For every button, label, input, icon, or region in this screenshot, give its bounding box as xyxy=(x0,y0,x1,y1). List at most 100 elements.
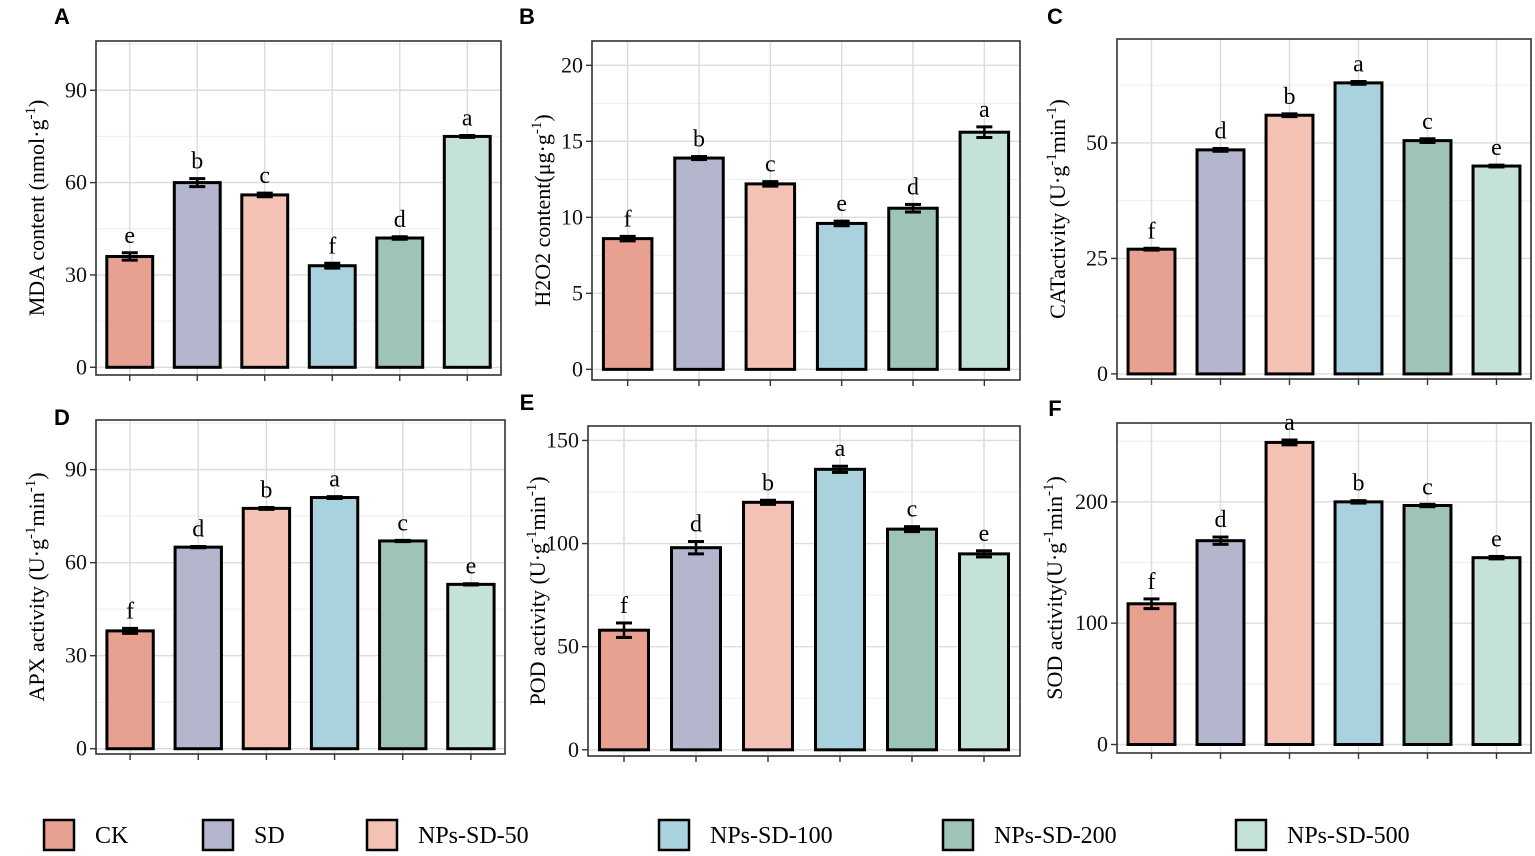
bar-SD xyxy=(670,546,722,752)
significance-letter: a xyxy=(835,436,846,462)
y-axis-label-text: APX activity (U·g xyxy=(24,539,49,702)
y-axis-label-text: min xyxy=(525,496,550,530)
bar-NPs-SD-500 xyxy=(958,130,1011,371)
y-axis-label-sup: -1 xyxy=(524,484,540,497)
significance-letter: d xyxy=(394,207,406,233)
significance-letter: b xyxy=(260,477,272,503)
significance-letter: b xyxy=(1353,471,1365,497)
y-tick-label: 0 xyxy=(76,354,87,379)
significance-letter: c xyxy=(907,497,918,523)
significance-letter: a xyxy=(329,467,340,493)
y-axis-label: SOD activity(U·g-1min-1) xyxy=(1041,476,1067,700)
significance-letter: c xyxy=(397,510,408,536)
bar-NPs-SD-200 xyxy=(375,236,425,369)
y-tick-label: 30 xyxy=(65,262,87,287)
y-tick-label: 100 xyxy=(546,531,579,556)
y-axis-label-text: MDA content (nmol·g xyxy=(24,120,49,317)
panel-border xyxy=(587,425,1021,757)
significance-letter: c xyxy=(1422,109,1433,135)
bar-NPs-SD-50 xyxy=(742,500,794,752)
legend-label: SD xyxy=(254,823,285,849)
y-tick-label: 90 xyxy=(65,457,87,482)
legend-label: NPs-SD-200 xyxy=(994,823,1117,849)
bar-NPs-SD-50 xyxy=(1264,113,1315,376)
significance-letter: d xyxy=(907,174,919,200)
bar-NPs-SD-100 xyxy=(815,221,868,371)
y-axis-label: H2O2 content(μg·g-1) xyxy=(529,114,555,306)
bar-NPs-SD-100 xyxy=(307,264,357,369)
significance-letter: e xyxy=(979,521,990,547)
panel-border xyxy=(95,419,506,755)
y-axis-label-sup: -1 xyxy=(1041,484,1057,497)
y-axis-label-sup: -1 xyxy=(23,527,39,540)
significance-letter: a xyxy=(1353,52,1364,78)
y-axis-label-sup: -1 xyxy=(23,107,39,120)
significance-letter: d xyxy=(690,512,702,538)
y-axis-label-text: min xyxy=(24,492,49,526)
y-axis-label-text: ) xyxy=(24,100,49,107)
bar-CK xyxy=(598,628,650,752)
bar-CK xyxy=(105,254,155,369)
y-axis-label-sup: -1 xyxy=(1041,530,1057,543)
bar-NPs-SD-50 xyxy=(744,182,797,371)
significance-letter: b xyxy=(191,149,203,175)
y-axis-label: APX activity (U·g-1min-1) xyxy=(23,472,49,701)
significance-letter: f xyxy=(126,598,134,624)
significance-letter: d xyxy=(192,517,204,543)
y-tick-label: 60 xyxy=(65,170,87,195)
y-axis-label: POD activity (U·g-1min-1) xyxy=(524,476,550,705)
panel-letter: C xyxy=(1047,4,1063,29)
y-axis-label-text: ) xyxy=(530,114,555,121)
significance-letter: c xyxy=(259,163,270,189)
bar-NPs-SD-100 xyxy=(1333,500,1384,747)
significance-letter: f xyxy=(1148,218,1156,244)
y-tick-label: 10 xyxy=(561,204,583,229)
bar-CK xyxy=(601,237,654,371)
y-axis-label-sup: -1 xyxy=(23,480,39,493)
legend-swatch xyxy=(657,818,691,852)
significance-letter: b xyxy=(762,470,774,496)
y-tick-label: 90 xyxy=(65,77,87,102)
y-tick-label: 30 xyxy=(65,643,87,668)
significance-letter: e xyxy=(836,191,847,217)
y-axis-label-text: CATactivity (U·g xyxy=(1045,166,1070,319)
y-axis-label-text: POD activity (U·g xyxy=(525,543,550,706)
significance-letter: f xyxy=(328,233,336,259)
legend-item: NPs-SD-200 xyxy=(941,818,1117,852)
bar-NPs-SD-500 xyxy=(446,582,496,751)
significance-letter: f xyxy=(624,206,632,232)
legend-item: NPs-SD-500 xyxy=(1234,818,1410,852)
significance-letter: f xyxy=(1148,569,1156,595)
significance-letter: c xyxy=(1422,474,1433,500)
y-tick-label: 150 xyxy=(546,427,579,452)
y-tick-label: 0 xyxy=(76,736,87,761)
legend-item: SD xyxy=(201,818,285,852)
legend-item: NPs-SD-100 xyxy=(657,818,833,852)
bar-NPs-SD-200 xyxy=(887,206,939,371)
bar-NPs-SD-500 xyxy=(442,134,492,369)
panel-border xyxy=(1116,38,1532,380)
y-axis-label-text: min xyxy=(1045,119,1070,153)
panel-border xyxy=(95,40,502,376)
legend-swatch xyxy=(42,818,76,852)
y-axis-label-sup: -1 xyxy=(529,122,545,135)
y-axis-label-sup: -1 xyxy=(524,531,540,544)
bar-NPs-SD-500 xyxy=(1471,164,1522,376)
bar-CK xyxy=(1126,247,1177,376)
panel-letter: A xyxy=(54,4,70,29)
y-tick-label: 200 xyxy=(1075,489,1108,514)
y-tick-label: 0 xyxy=(568,737,579,762)
legend-label: NPs-SD-50 xyxy=(418,823,529,849)
y-axis-label-text: ) xyxy=(525,476,550,483)
y-axis-label-text: ) xyxy=(24,472,49,479)
bar-NPs-SD-100 xyxy=(814,467,866,752)
bar-SD xyxy=(172,181,222,369)
panel-border xyxy=(591,40,1021,381)
y-axis-label: MDA content (nmol·g-1) xyxy=(23,100,49,317)
panel-letter: F xyxy=(1048,396,1061,421)
bar-SD xyxy=(173,545,223,751)
